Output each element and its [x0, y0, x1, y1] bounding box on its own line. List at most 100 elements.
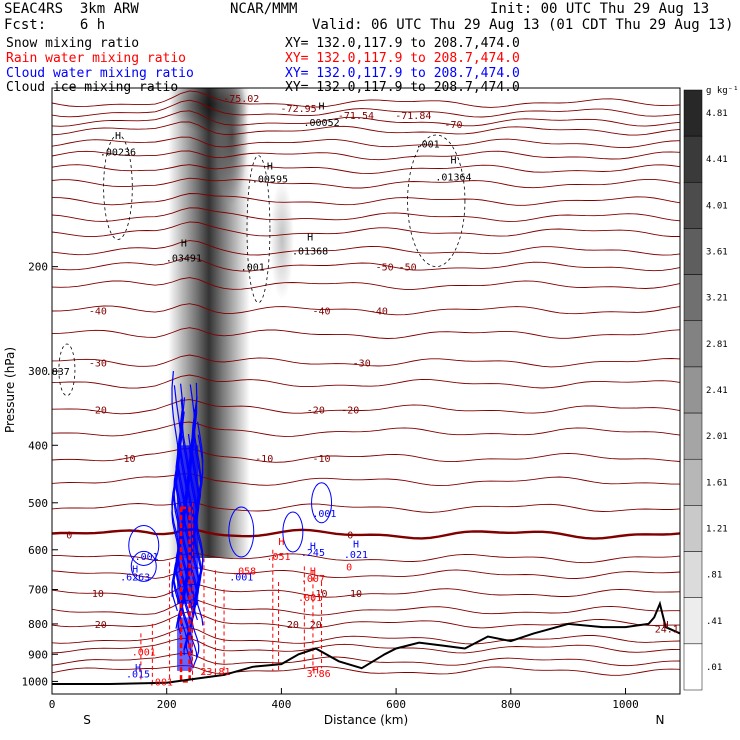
- contour-annotation: H: [307, 233, 313, 244]
- cloudice-contour: [103, 134, 133, 240]
- colorbar-label: 4.41: [706, 155, 728, 165]
- contour-annotation: .015: [126, 670, 150, 681]
- colorbar-bin: [683, 274, 703, 322]
- cloudice-contour: [58, 343, 76, 397]
- isotherm-line: [52, 240, 680, 256]
- isotherm-label: -75.02: [223, 94, 259, 105]
- y-tick-label: 1000: [22, 675, 49, 688]
- colorbar-bin: [683, 458, 703, 506]
- colorbar-unit: g kg⁻¹: [706, 86, 739, 96]
- isotherm-label: -10: [313, 454, 331, 465]
- cloudwater-cell: [130, 550, 157, 582]
- field-cloudice-label: Cloud ice mixing ratio: [6, 80, 179, 95]
- x-end-label-right: N: [656, 713, 665, 727]
- contour-annotation: .058: [232, 566, 256, 577]
- isotherm-label: -50: [399, 263, 417, 274]
- isotherm-label: -40: [89, 306, 107, 317]
- contour-annotation: .00236: [100, 148, 136, 159]
- isotherm-line: [52, 599, 680, 616]
- cloudice-contour: [246, 155, 271, 304]
- isotherm-line: [52, 207, 680, 222]
- isotherm-label: 10: [316, 589, 328, 600]
- contour-annotation: H: [353, 539, 359, 550]
- contour-annotation: .001: [416, 139, 440, 150]
- isotherm-label: 10: [350, 589, 362, 600]
- isotherm-line: [52, 303, 680, 316]
- contour-annotation: H: [267, 161, 273, 172]
- colorbar-bin: [683, 135, 703, 183]
- contour-annotation: H: [181, 238, 187, 249]
- colorbar-bin: [683, 551, 703, 598]
- colorbar-label: 3.61: [706, 248, 728, 258]
- field-rain-xy: XY= 132.0,117.9 to 208.7,474.0: [285, 51, 520, 66]
- x-tick-label: 0: [49, 698, 56, 711]
- x-tick-label: 400: [271, 698, 291, 711]
- isotherm-label: -71.84: [395, 111, 431, 122]
- contour-annotation: .001: [132, 647, 156, 658]
- x-tick-label: 200: [157, 698, 177, 711]
- y-tick-label: 900: [28, 648, 48, 661]
- colorbar-bin: [683, 643, 703, 691]
- colorbar-label: 4.01: [706, 201, 728, 211]
- contour-annotation: .245: [301, 548, 325, 559]
- y-tick-label: 200: [28, 261, 48, 274]
- contour-annotation: H: [313, 666, 319, 677]
- colorbar-label: 1.21: [706, 524, 728, 534]
- isotherm-contours: -72.95 -71.54 -71.84 -70 -75.02 -50 -40 -30 -20 -…: [52, 90, 680, 676]
- y-tick-label: 500: [28, 497, 48, 510]
- isotherm-line: [52, 528, 680, 540]
- cloudice-contour: [407, 134, 466, 268]
- x-end-label-left: S: [83, 713, 91, 727]
- contour-annotation: .00595: [252, 174, 288, 185]
- contour-annotation: 3.86: [307, 669, 331, 680]
- isotherm-label: 20: [287, 620, 299, 631]
- isotherm-label: -20: [307, 405, 325, 416]
- isotherm-label: -40: [313, 306, 331, 317]
- terrain-line: [52, 600, 681, 685]
- contour-annotation: .001: [241, 263, 265, 274]
- y-tick-label: 700: [28, 584, 48, 597]
- colorbar-bin: [683, 182, 703, 229]
- isotherm-label: -20: [341, 405, 359, 416]
- contour-annotation: H: [310, 566, 316, 577]
- colorbar-label: 4.81: [706, 109, 728, 119]
- contour-annotation: .6263: [120, 572, 150, 583]
- colorbar-label: .81: [706, 571, 722, 581]
- isotherm-label: -10: [255, 454, 273, 465]
- isotherm-line: [52, 421, 680, 437]
- isotherm-label: 10: [92, 589, 104, 600]
- isotherm-line: [52, 473, 680, 487]
- org-label: NCAR/MMM: [230, 1, 298, 17]
- rain-core: [179, 506, 191, 683]
- contour-annotation: .001: [229, 572, 253, 583]
- isotherm-line: [52, 583, 680, 598]
- isotherm-label: 0: [66, 530, 72, 541]
- model-title: SEAC4RS 3km ARW: [4, 1, 139, 17]
- colorbar-label: 2.01: [706, 432, 728, 442]
- contour-annotation: .001: [149, 677, 173, 688]
- isotherm-line: [52, 637, 680, 654]
- isotherm-line: [52, 374, 680, 389]
- contour-annotation: 24.1: [655, 625, 679, 636]
- isotherm-line: [52, 121, 680, 136]
- contour-annotation: H: [310, 541, 316, 552]
- field-rain-label: Rain water mixing ratio: [6, 51, 187, 66]
- isotherm-line: [52, 90, 680, 108]
- cloudwater-cell: [228, 506, 255, 558]
- isotherm-label: 20: [310, 620, 322, 631]
- isotherm-line: [52, 354, 680, 368]
- contour-annotation: .001: [298, 593, 322, 604]
- cloudwater-cell: [128, 524, 160, 566]
- isotherm-line: [52, 652, 680, 667]
- colorbar-label: .41: [706, 617, 722, 627]
- isotherm-label: 0: [347, 530, 353, 541]
- plot-frame: [51, 87, 681, 695]
- contour-annotation: H: [115, 131, 121, 142]
- isotherm-line: [52, 327, 680, 339]
- contour-annotation: 23.81: [200, 667, 230, 678]
- isotherm-line: [52, 99, 680, 118]
- isotherm-label: -71.54: [338, 111, 374, 122]
- isotherm-line: [52, 193, 680, 206]
- isotherm-label: 20: [95, 620, 107, 631]
- init-time: Init: 00 UTC Thu 29 Aug 13: [490, 1, 710, 17]
